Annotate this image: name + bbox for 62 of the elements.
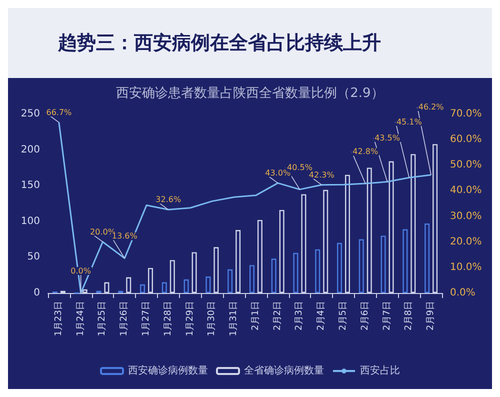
x-tick-label: 1月29日	[185, 301, 196, 336]
y2-tick-label: 20.0%	[450, 236, 482, 248]
data-label: 42.8%	[352, 147, 378, 156]
data-label: 66.7%	[46, 108, 72, 117]
x-tick-label: 1月27日	[142, 301, 152, 336]
y-tick-label: 250	[20, 108, 40, 120]
bar	[293, 252, 298, 293]
data-label: 32.6%	[156, 195, 182, 204]
legend-label: 西安确诊病例数量	[128, 364, 208, 376]
x-tick-label: 2月8日	[404, 301, 414, 330]
x-tick-label: 2月9日	[426, 301, 436, 330]
x-tick-label: 2月4日	[316, 301, 327, 330]
x-tick-label: 1月25日	[98, 301, 108, 336]
x-tick-label: 1月31日	[229, 301, 240, 336]
chart-subtitle: 西安确诊患者数量占陕西全省数量比例（2.9）	[116, 85, 384, 101]
legend-label: 全省确诊病例数量	[244, 364, 324, 376]
bar	[424, 224, 430, 293]
chart-title: 趋势三：西安病例在全省占比持续上升	[8, 8, 492, 78]
y2-tick-label: 60.0%	[450, 134, 482, 146]
data-label: 13.6%	[112, 232, 138, 241]
bar	[315, 249, 320, 293]
bar	[358, 239, 364, 293]
data-label: 43.0%	[265, 168, 291, 178]
x-tick-label: 1月28日	[163, 301, 174, 336]
y2-tick-label: 50.0%	[450, 160, 482, 171]
data-label: 40.5%	[287, 162, 313, 172]
data-label: 42.3%	[308, 170, 335, 180]
bar	[249, 265, 254, 293]
legend-label: 西安占比	[360, 364, 400, 376]
bar	[228, 269, 233, 293]
x-tick-label: 1月30日	[207, 301, 218, 336]
data-label: 43.5%	[374, 133, 400, 142]
bar	[206, 276, 211, 293]
y-tick-label: 50	[27, 252, 40, 263]
y2-tick-label: 30.0%	[450, 210, 482, 222]
bar	[337, 242, 342, 293]
y-tick-label: 0	[34, 288, 40, 298]
data-label: 46.2%	[418, 102, 444, 112]
bar	[380, 236, 386, 293]
x-tick-label: 2月2日	[272, 301, 283, 330]
bar	[184, 279, 189, 293]
x-tick-label: 2月3日	[294, 301, 305, 330]
y2-tick-label: 40.0%	[450, 185, 482, 196]
x-tick-label: 1月24日	[76, 301, 86, 336]
x-tick-label: 2月7日	[382, 301, 392, 330]
y2-tick-label: 0.0%	[450, 288, 476, 298]
x-tick-label: 1月23日	[54, 301, 64, 336]
y2-tick-label: 10.0%	[450, 262, 482, 273]
y-tick-label: 200	[20, 144, 40, 156]
bar	[162, 282, 167, 293]
y2-tick-label: 70.0%	[450, 108, 482, 120]
data-label: 45.1%	[396, 117, 422, 126]
bar	[140, 284, 145, 293]
data-label: 0.0%	[70, 266, 92, 276]
x-tick-label: 2月5日	[338, 301, 348, 330]
bar	[402, 229, 408, 293]
y-tick-label: 150	[20, 180, 40, 192]
x-tick-label: 2月1日	[250, 301, 261, 330]
bar	[271, 258, 276, 293]
x-tick-label: 1月26日	[120, 301, 130, 336]
y-tick-label: 100	[20, 216, 40, 227]
x-tick-label: 2月6日	[360, 301, 370, 330]
